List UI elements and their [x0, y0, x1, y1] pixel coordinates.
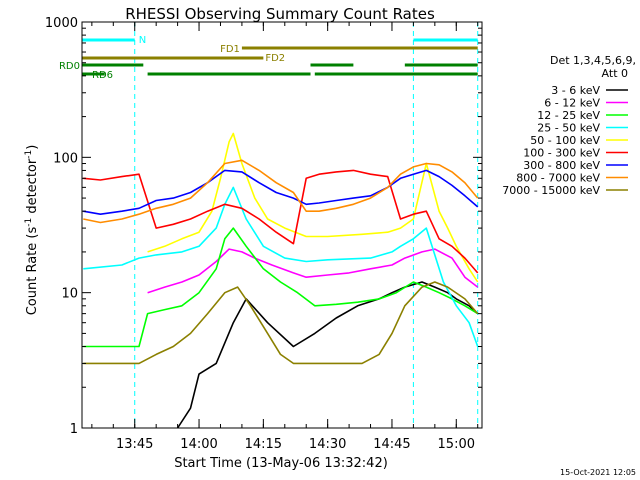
y-axis-label-mid: detector: [25, 158, 40, 218]
rd6-label: RD6: [92, 70, 113, 81]
axes: 1 10 100 1000 13:45 14:00 14:15 14:30 14:45 15:00: [45, 16, 482, 452]
x-tick-label-0: 13:45: [116, 437, 153, 452]
series-line-3: [83, 186, 479, 347]
y-tick-label-0: 1: [70, 422, 78, 437]
y-tick-label-1: 10: [61, 287, 78, 302]
x-tick-label-1: 14:00: [180, 437, 217, 452]
legend-label-6: 300 - 800 keV: [523, 159, 600, 172]
legend-label-3: 25 - 50 keV: [537, 122, 600, 135]
series-line-0: [176, 281, 479, 429]
plot-area: N FD1 FD2 RD0 RD6: [59, 22, 479, 429]
legend-label-2: 12 - 25 keV: [537, 109, 600, 122]
y-axis-label-sup1: -1: [24, 218, 34, 227]
y-axis-label-sup2: -1: [24, 150, 34, 159]
legend-label-4: 50 - 100 keV: [530, 134, 600, 147]
y-axis-label: Count Rate (s-1 detector-1): [24, 145, 40, 316]
y-axis-label-end: ): [25, 145, 40, 150]
chart-title: RHESSI Observing Summary Count Rates: [125, 5, 435, 23]
rd0-label: RD0: [59, 61, 80, 72]
legend-header-attenuator: Att 0: [602, 67, 628, 80]
series-line-5: [83, 169, 479, 274]
fd1-label: FD1: [220, 44, 240, 55]
series-line-1: [147, 248, 479, 294]
legend-label-0: 3 - 6 keV: [551, 84, 600, 97]
series-line-8: [83, 281, 479, 365]
legend-label-5: 100 - 300 keV: [523, 147, 600, 160]
x-tick-label-4: 14:45: [373, 437, 410, 452]
x-tick-label-5: 15:00: [438, 437, 475, 452]
x-tick-label-3: 14:30: [309, 437, 346, 452]
legend-label-8: 7000 - 15000 keV: [502, 184, 600, 197]
x-tick-label-2: 14:15: [245, 437, 282, 452]
legend-label-1: 6 - 12 keV: [544, 97, 600, 110]
y-axis-label-main: Count Rate (s: [25, 227, 40, 316]
y-tick-label-2: 100: [53, 151, 78, 166]
plot-frame: [81, 21, 483, 429]
legend-header-detectors: Det 1,3,4,5,6,9,: [550, 54, 636, 67]
series-line-7: [83, 159, 479, 224]
footer-timestamp: 15-Oct-2021 12:05: [560, 468, 636, 477]
legend-label-7: 800 - 7000 keV: [516, 172, 600, 185]
night-label: N: [139, 35, 146, 46]
x-axis-label: Start Time (13-May-06 13:32:42): [174, 456, 388, 471]
fd2-label: FD2: [265, 53, 285, 64]
y-tick-label-3: 1000: [45, 16, 78, 31]
